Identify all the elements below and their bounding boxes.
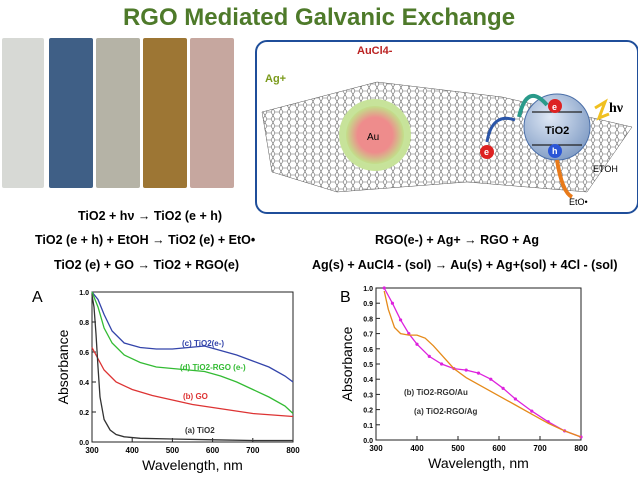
- x-tick-label: 300: [85, 446, 99, 455]
- panel-label: B: [340, 289, 351, 306]
- au-label: Au: [367, 132, 379, 143]
- x-tick-label: 600: [206, 446, 220, 455]
- y-tick-label: 0.6: [79, 350, 89, 357]
- data-point: [427, 354, 431, 358]
- series-label-3: (b) GO: [183, 392, 208, 401]
- y-tick-label: 0.9: [363, 301, 373, 308]
- equation-left-1: TiO2 + hν → TiO2 (e + h): [78, 209, 223, 223]
- tio2-label: TiO2: [545, 125, 569, 137]
- aucl4-label: AuCl4-: [357, 45, 393, 57]
- series-line-2: [91, 291, 294, 414]
- series-label-2: (a) TiO2-RGO/Ag: [414, 407, 478, 416]
- series-line-1: [91, 291, 294, 383]
- y-tick-label: 0.0: [363, 438, 373, 445]
- x-tick-label: 600: [492, 444, 506, 453]
- series-label-4: (a) TiO2: [185, 426, 215, 435]
- panel-label: A: [32, 289, 43, 306]
- x-tick-label: 800: [574, 444, 588, 453]
- data-point: [501, 386, 505, 390]
- vial-2: [49, 38, 93, 188]
- x-tick-label: 400: [410, 444, 424, 453]
- chart-b-svg: B 300 400 500 600 700 800 0.0 0.1 0.2 0.3 0.4 0.5 0.6…: [339, 286, 588, 471]
- data-point: [464, 368, 468, 372]
- hv-label: hν: [609, 101, 624, 116]
- x-tick-label: 800: [286, 446, 300, 455]
- series-label-1: (c) TiO2(e-): [182, 339, 224, 348]
- x-tick-label: 700: [246, 446, 260, 455]
- x-tick-label: 700: [533, 444, 547, 453]
- y-tick-label: 1.0: [79, 290, 89, 297]
- vial-1: [2, 38, 44, 188]
- vial-5: [190, 38, 234, 188]
- y-tick-label: 0.2: [79, 410, 89, 417]
- ag-label: Ag+: [265, 73, 286, 85]
- y-axis-label: Absorbance: [339, 326, 355, 401]
- chart-panel-a: A 300 400 500 600 700 800 0.0 0.2 0.4 0.6 0.8 1.0 Wav…: [30, 280, 310, 478]
- vials-photo: [0, 38, 236, 188]
- x-axis-label: Wavelength, nm: [142, 457, 243, 473]
- y-tick-label: 1.0: [363, 286, 373, 293]
- data-point: [390, 301, 394, 305]
- series-line-2: [383, 290, 582, 438]
- etoh-label: ETOH: [593, 164, 618, 174]
- y-tick-label: 0.0: [79, 440, 89, 447]
- series-line-4: [91, 294, 293, 442]
- electron-label-2: e: [484, 147, 489, 157]
- x-tick-label: 400: [126, 446, 140, 455]
- hole-label: h: [552, 146, 558, 156]
- series-label-1: (b) TiO2-RGO/Au: [404, 388, 468, 397]
- equation-right-2: Ag(s) + AuCl4 - (sol) → Au(s) + Ag+(sol)…: [312, 258, 618, 272]
- data-point: [530, 409, 534, 413]
- x-axis-label: Wavelength, nm: [428, 455, 529, 471]
- data-point: [513, 397, 517, 401]
- data-point: [399, 318, 403, 322]
- chart-a-svg: A 300 400 500 600 700 800 0.0 0.2 0.4 0.6 0.8 1.0 Wav…: [32, 289, 300, 473]
- data-point: [476, 371, 481, 375]
- chart-panel-b: B 300 400 500 600 700 800 0.0 0.1 0.2 0.3 0.4 0.5 0.6…: [338, 280, 638, 478]
- data-point: [489, 377, 493, 381]
- y-tick-label: 0.1: [363, 423, 373, 430]
- y-tick-label: 0.3: [363, 392, 373, 399]
- y-tick-label: 0.4: [363, 377, 373, 384]
- page-title: RGO Mediated Galvanic Exchange: [122, 4, 516, 31]
- scheme-svg: AuCl4- Ag+ Au TiO2 e h e hν ETOH EtO•: [261, 45, 633, 207]
- x-tick-label: 500: [451, 444, 465, 453]
- data-point: [415, 342, 419, 346]
- y-tick-label: 0.8: [79, 320, 89, 327]
- vial-3: [96, 38, 140, 188]
- electron-label-1: e: [552, 102, 557, 112]
- plot-frame: [375, 287, 582, 441]
- y-tick-label: 0.5: [363, 362, 373, 369]
- series-label-2: (d) TiO2-RGO (e-): [180, 363, 246, 372]
- x-tick-label: 300: [369, 444, 383, 453]
- eto-label: EtO•: [569, 197, 588, 207]
- equation-left-3: TiO2 (e) + GO → TiO2 + RGO(e): [54, 258, 239, 272]
- plot-frame: [91, 291, 294, 443]
- equation-right-1: RGO(e-) + Ag+ → RGO + Ag: [375, 233, 540, 247]
- series-line-3: [91, 347, 294, 418]
- equation-left-2: TiO2 (e + h) + EtOH → TiO2 (e) + EtO•: [35, 233, 256, 247]
- x-tick-label: 500: [166, 446, 180, 455]
- y-axis-label: Absorbance: [55, 329, 71, 404]
- y-tick-label: 0.8: [363, 316, 373, 323]
- data-point: [440, 362, 444, 366]
- data-point: [382, 286, 386, 290]
- y-tick-label: 0.2: [363, 408, 373, 415]
- y-tick-label: 0.6: [363, 347, 373, 354]
- y-tick-label: 0.7: [363, 332, 373, 339]
- mechanism-scheme: AuCl4- Ag+ Au TiO2 e h e hν ETOH EtO•: [255, 40, 638, 214]
- vial-4: [143, 38, 187, 188]
- y-tick-label: 0.4: [79, 380, 89, 387]
